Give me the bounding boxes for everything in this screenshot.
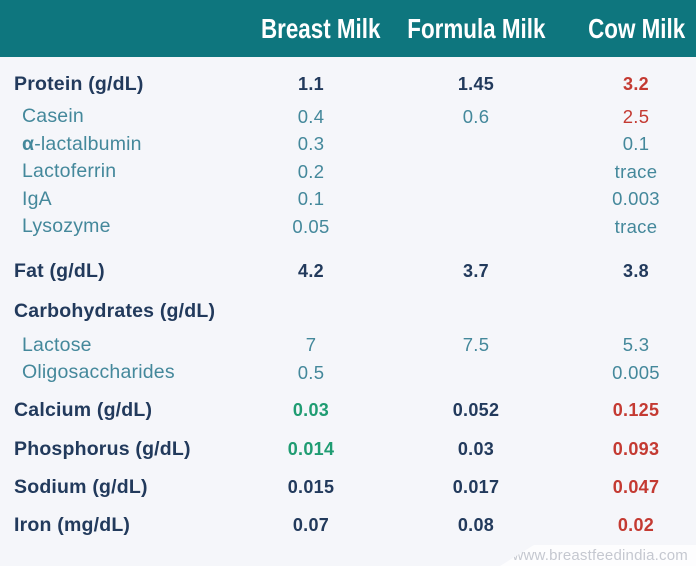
value-cell-breast: 0.03 bbox=[292, 400, 330, 420]
value-cell-breast: 0.1 bbox=[297, 188, 325, 210]
value-cell-breast: 7 bbox=[305, 334, 317, 356]
row-label: Sodium (g/dL) bbox=[14, 476, 148, 498]
value-cell-cow: 0.02 bbox=[617, 515, 655, 535]
value-cell-cow: 0.1 bbox=[622, 133, 650, 155]
value-cell-breast: 0.014 bbox=[287, 439, 335, 459]
table-row-lactoferrin: Lactoferrin 0.2 trace bbox=[0, 158, 696, 186]
table-header-row: Breast Milk Formula Milk Cow Milk bbox=[0, 0, 696, 57]
value-cell-cow: 0.003 bbox=[612, 188, 660, 210]
value-cell-cow: 2.5 bbox=[622, 105, 650, 127]
value-cell-formula: 7.5 bbox=[462, 334, 490, 356]
row-label: IgA bbox=[22, 187, 52, 210]
footer-ribbon: www.breastfeedindia.com bbox=[500, 545, 696, 566]
table-row-iron: Iron (mg/dL) 0.07 0.08 0.02 bbox=[0, 507, 696, 545]
value-cell-formula: 0.03 bbox=[457, 439, 495, 459]
row-label: Lactose bbox=[22, 333, 92, 356]
row-label: Carbohydrates (g/dL) bbox=[14, 300, 216, 322]
value-cell-breast: 1.1 bbox=[298, 73, 324, 94]
table-row-lactose: Lactose 7 7.5 5.3 bbox=[0, 332, 696, 360]
column-header-formula-milk: Formula Milk bbox=[406, 12, 546, 44]
value-cell-cow: trace bbox=[614, 215, 658, 237]
row-label: Calcium (g/dL) bbox=[14, 399, 153, 421]
value-cell-cow: 3.2 bbox=[623, 73, 649, 94]
table-row-protein: Protein (g/dL) 1.1 1.45 3.2 bbox=[0, 65, 696, 103]
table-row-oligosaccharides: Oligosaccharides 0.5 0.005 bbox=[0, 359, 696, 387]
table-row-casein: Casein 0.4 0.6 2.5 bbox=[0, 103, 696, 131]
value-cell-breast: 0.2 bbox=[297, 160, 325, 182]
alpha-symbol: α bbox=[22, 132, 35, 155]
value-cell-formula: 0.08 bbox=[457, 515, 495, 535]
row-label: Lysozyme bbox=[22, 215, 111, 238]
column-header-cow-milk: Cow Milk bbox=[588, 12, 686, 44]
row-label: Oligosaccharides bbox=[22, 361, 175, 384]
value-cell-cow: 0.093 bbox=[612, 439, 660, 459]
value-cell-formula: 0.017 bbox=[452, 477, 500, 497]
value-cell-cow: 3.8 bbox=[623, 261, 649, 281]
row-label: Casein bbox=[22, 105, 84, 128]
footer-url: www.breastfeedindia.com bbox=[512, 547, 688, 564]
row-label: α-lactalbumin bbox=[22, 132, 142, 155]
value-cell-breast: 0.07 bbox=[292, 515, 330, 535]
value-cell-cow: 5.3 bbox=[622, 334, 650, 356]
value-cell-cow: trace bbox=[614, 160, 658, 182]
value-cell-formula: 3.7 bbox=[463, 261, 489, 281]
row-label: Protein (g/dL) bbox=[14, 72, 144, 95]
table-row-carbohydrates: Carbohydrates (g/dL) bbox=[0, 293, 696, 331]
value-cell-formula: 0.6 bbox=[462, 105, 490, 127]
table-row-fat: Fat (g/dL) 4.2 3.7 3.8 bbox=[0, 253, 696, 291]
value-cell-cow: 0.125 bbox=[612, 400, 660, 420]
value-cell-breast: 4.2 bbox=[298, 261, 324, 281]
table-row-sodium: Sodium (g/dL) 0.015 0.017 0.047 bbox=[0, 469, 696, 507]
table-row-alpha-lactalbumin: α-lactalbumin 0.3 0.1 bbox=[0, 131, 696, 159]
table-row-lysozyme: Lysozyme 0.05 trace bbox=[0, 213, 696, 241]
column-header-breast-milk: Breast Milk bbox=[260, 12, 381, 44]
value-cell-breast: 0.5 bbox=[297, 361, 325, 383]
row-label: Lactoferrin bbox=[22, 160, 117, 183]
table-row-phosphorus: Phosphorus (g/dL) 0.014 0.03 0.093 bbox=[0, 431, 696, 469]
value-cell-formula: 1.45 bbox=[457, 73, 495, 94]
value-cell-breast: 0.05 bbox=[292, 215, 330, 237]
value-cell-breast: 0.4 bbox=[297, 105, 325, 127]
row-label: Phosphorus (g/dL) bbox=[14, 438, 191, 460]
row-label: Iron (mg/dL) bbox=[14, 514, 131, 536]
value-cell-cow: 0.047 bbox=[612, 477, 660, 497]
table-row-calcium: Calcium (g/dL) 0.03 0.052 0.125 bbox=[0, 392, 696, 430]
value-cell-breast: 0.015 bbox=[287, 477, 335, 497]
value-cell-formula: 0.052 bbox=[452, 400, 500, 420]
value-cell-breast: 0.3 bbox=[297, 133, 325, 155]
row-label: Fat (g/dL) bbox=[14, 260, 105, 282]
table-row-iga: IgA 0.1 0.003 bbox=[0, 186, 696, 214]
value-cell-cow: 0.005 bbox=[612, 361, 660, 383]
